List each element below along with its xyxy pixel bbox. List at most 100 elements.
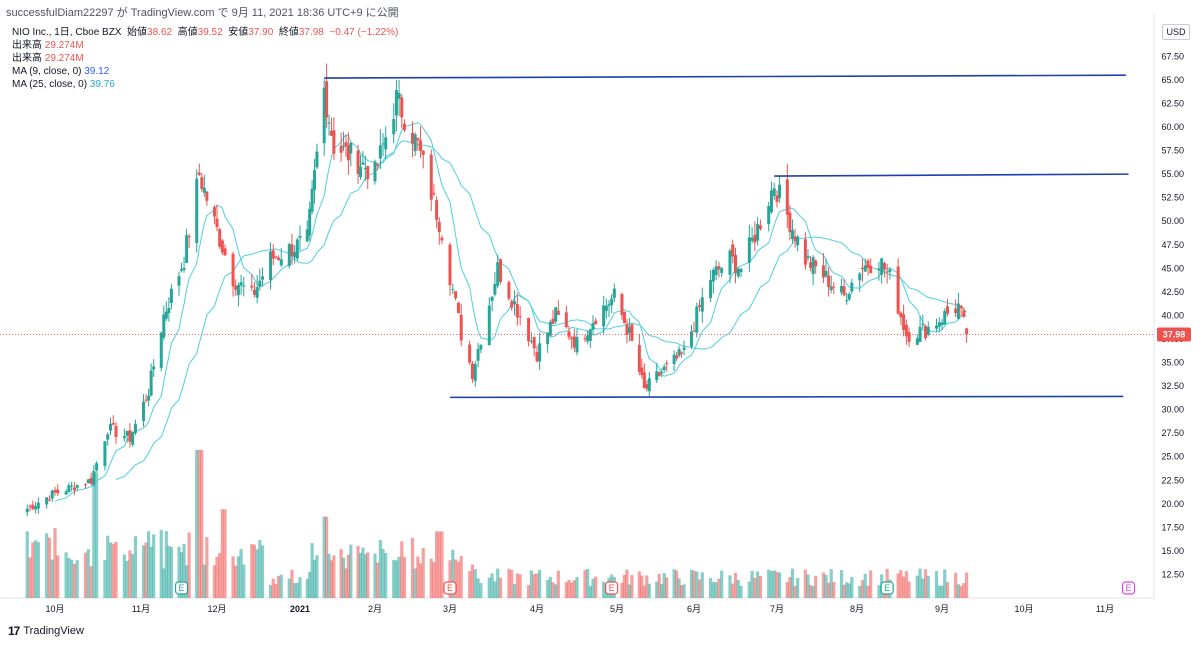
volume-bar xyxy=(869,570,873,598)
candle-body xyxy=(915,338,919,345)
candle-body xyxy=(223,248,227,256)
candle-body xyxy=(231,253,235,287)
volume-bar xyxy=(169,547,173,598)
candle-body xyxy=(672,354,676,364)
candle-body xyxy=(711,269,715,282)
candle-body xyxy=(515,303,519,318)
volume-bar xyxy=(790,568,795,598)
volume-bar xyxy=(803,569,807,598)
volume-label-1[interactable]: 出来高 xyxy=(12,40,42,51)
footer-brand[interactable]: 17 TradingView xyxy=(8,624,84,638)
candle-body xyxy=(448,244,452,286)
y-tick-label: 35.00 xyxy=(1161,358,1184,368)
volume-bar xyxy=(185,565,189,598)
x-tick-label: 8月 xyxy=(850,604,864,614)
volume-bar xyxy=(293,583,297,598)
candle-body xyxy=(945,306,949,314)
volume-bar xyxy=(529,570,533,598)
candle-body xyxy=(499,259,503,282)
candle-body xyxy=(739,269,743,273)
candle-body xyxy=(675,355,679,359)
candle-body xyxy=(926,326,930,335)
candle-body xyxy=(869,265,873,274)
volume-bar xyxy=(308,571,312,598)
volume-bar xyxy=(329,560,334,598)
candle-body xyxy=(622,311,626,324)
ma25-value: 39.76 xyxy=(89,79,115,90)
volume-bar xyxy=(67,558,71,598)
y-tick-label: 32.50 xyxy=(1161,381,1184,391)
volume-bar xyxy=(788,577,792,598)
y-tick-label: 12.50 xyxy=(1161,569,1184,579)
volume-bar xyxy=(103,559,107,598)
volume-bar xyxy=(662,573,666,598)
volume-label-2[interactable]: 出来高 xyxy=(12,53,42,64)
volume-bar xyxy=(255,549,259,598)
candle-body xyxy=(937,322,941,327)
symbol-label[interactable]: NIO Inc., 1日, Cboe BZX xyxy=(12,27,122,38)
volume-bar xyxy=(945,581,950,598)
candle-body xyxy=(586,335,590,342)
volume-bar xyxy=(692,570,696,598)
candle-body xyxy=(692,330,696,332)
volume-bar xyxy=(479,583,483,598)
volume-bar xyxy=(660,584,664,598)
volume-bar xyxy=(602,581,606,598)
candle-body xyxy=(255,287,259,298)
candle-body xyxy=(493,284,497,295)
candle-body xyxy=(811,257,815,275)
candle-body xyxy=(122,436,126,439)
candle-body xyxy=(535,352,539,362)
volume-bar xyxy=(620,582,624,598)
candle-body xyxy=(344,142,348,147)
low-label: 安値 xyxy=(228,27,249,38)
candle-body xyxy=(56,489,60,494)
volume-bar xyxy=(312,559,317,598)
candle-body xyxy=(468,344,472,363)
volume-bar xyxy=(647,583,651,598)
y-tick-label: 25.00 xyxy=(1161,452,1184,462)
volume-bar xyxy=(697,579,702,598)
earnings-marker-icon xyxy=(605,581,619,595)
candle-body xyxy=(432,193,436,195)
candle-body xyxy=(180,269,184,271)
candle-body xyxy=(310,188,314,212)
volume-bar xyxy=(250,544,254,598)
x-tick-label: 7月 xyxy=(770,604,784,614)
candle-body xyxy=(106,434,110,440)
candle-body xyxy=(680,352,684,354)
x-tick-label: 10月 xyxy=(1014,604,1033,614)
candle-body xyxy=(896,266,900,314)
volume-bar xyxy=(956,584,960,598)
earnings-marker-icon xyxy=(880,581,894,595)
candle-body xyxy=(845,300,849,302)
volume-bar xyxy=(315,555,319,598)
volume-bar xyxy=(322,516,326,598)
open-value: 38.62 xyxy=(147,27,173,38)
volume-bar xyxy=(731,583,735,598)
volume-bar xyxy=(510,569,514,598)
volume-bar xyxy=(159,529,163,598)
volume-bar xyxy=(164,531,168,598)
candle-body xyxy=(195,178,199,244)
candle-body xyxy=(295,239,299,259)
candle-body xyxy=(202,187,206,193)
candle-body xyxy=(935,325,939,329)
earnings-marker-label: E xyxy=(884,583,890,593)
volume-bar xyxy=(53,528,57,598)
candle-body xyxy=(803,239,807,265)
candle-body xyxy=(339,145,343,153)
ma9-label[interactable]: MA (9, close, 0) xyxy=(12,66,82,77)
candle-body xyxy=(234,285,238,290)
volume-bar xyxy=(842,584,846,598)
volume-bar xyxy=(435,531,439,598)
ma25-label[interactable]: MA (25, close, 0) xyxy=(12,79,88,90)
candle-body xyxy=(298,236,302,238)
volume-bar xyxy=(468,571,472,598)
volume-bar xyxy=(487,577,491,598)
volume-bar xyxy=(451,549,455,598)
candle-body xyxy=(147,395,151,401)
currency-selector[interactable]: USD xyxy=(1162,24,1190,40)
volume-bar xyxy=(70,559,74,598)
